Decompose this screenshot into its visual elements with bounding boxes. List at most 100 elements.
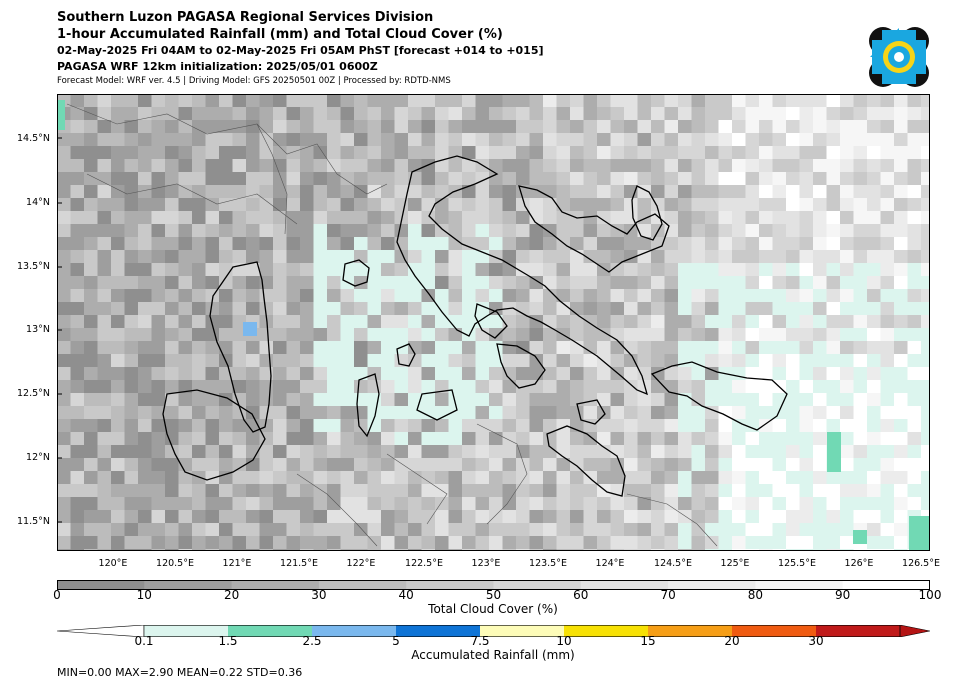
grid-cell <box>205 172 220 186</box>
grid-cell <box>732 471 746 485</box>
grid-cell <box>138 328 152 342</box>
grid-cell <box>367 419 382 433</box>
grid-cell <box>502 237 517 251</box>
grid-cell <box>516 354 530 368</box>
grid-cell <box>394 224 409 238</box>
grid-cell <box>813 419 827 433</box>
rain-extend-low <box>57 625 145 637</box>
grid-cell <box>57 237 71 251</box>
grid-cell <box>678 146 692 160</box>
grid-cell <box>340 328 355 342</box>
grid-cell <box>192 458 206 472</box>
grid-cell <box>489 133 503 147</box>
grid-cell <box>691 198 706 212</box>
grid-cell <box>867 380 881 394</box>
rain-bin <box>480 625 565 637</box>
grid-cell <box>880 406 895 420</box>
grid-cell <box>421 237 436 251</box>
grid-cell <box>556 432 571 446</box>
grid-cell <box>705 198 719 212</box>
grid-cell <box>381 328 395 342</box>
grid-cell <box>705 185 719 199</box>
grid-cell <box>111 133 125 147</box>
grid-cell <box>597 497 611 511</box>
grid-cell <box>354 432 368 446</box>
grid-cell <box>151 445 166 459</box>
grid-cell <box>786 198 800 212</box>
grid-cell <box>367 406 382 420</box>
grid-cell <box>124 302 139 316</box>
grid-cell <box>300 250 314 264</box>
grid-cell <box>583 94 598 108</box>
grid-cell <box>300 536 314 550</box>
grid-cell <box>367 263 382 277</box>
grid-cell <box>583 107 598 121</box>
grid-cell <box>381 159 395 173</box>
grid-cell <box>232 471 247 485</box>
grid-cell <box>718 250 733 264</box>
grid-cell <box>637 120 652 134</box>
grid-cell <box>286 159 301 173</box>
grid-cell <box>556 289 571 303</box>
grid-cell <box>57 380 71 394</box>
grid-cell <box>759 237 773 251</box>
grid-cell <box>786 393 800 407</box>
grid-cell <box>124 172 139 186</box>
grid-cell <box>381 471 395 485</box>
grid-cell <box>853 354 868 368</box>
grid-cell <box>556 458 571 472</box>
grid-cell <box>205 432 220 446</box>
grid-cell <box>462 224 476 238</box>
grid-cell <box>867 185 881 199</box>
grid-cell <box>205 393 220 407</box>
grid-cell <box>111 419 125 433</box>
grid-cell <box>894 133 908 147</box>
grid-cell <box>232 172 247 186</box>
grid-cell <box>178 380 193 394</box>
grid-cell <box>448 198 463 212</box>
grid-cell <box>543 237 557 251</box>
forecast-map <box>57 94 930 551</box>
grid-cell <box>327 302 341 316</box>
grid-cell <box>394 133 409 147</box>
grid-cell <box>907 120 922 134</box>
grid-cell <box>435 510 449 524</box>
grid-cell <box>327 263 341 277</box>
grid-cell <box>651 250 665 264</box>
grid-cell <box>772 94 787 108</box>
grid-cell <box>313 107 328 121</box>
grid-cell <box>705 458 719 472</box>
grid-cell <box>840 380 854 394</box>
grid-cell <box>691 380 706 394</box>
grid-cell <box>354 159 368 173</box>
grid-cell <box>840 159 854 173</box>
grid-cell <box>259 458 274 472</box>
grid-cell <box>84 328 98 342</box>
grid-cell <box>583 367 598 381</box>
map-frame <box>57 94 930 551</box>
grid-cell <box>880 315 895 329</box>
grid-cell <box>907 458 922 472</box>
grid-cell <box>894 198 908 212</box>
grid-cell <box>853 406 868 420</box>
grid-cell <box>421 224 436 238</box>
grid-cell <box>354 523 368 537</box>
grid-cell <box>448 94 463 108</box>
grid-cell <box>124 94 139 108</box>
grid-cell <box>799 289 814 303</box>
grid-cell <box>759 198 773 212</box>
grid-cell <box>70 471 85 485</box>
rain-extend-high <box>899 625 930 637</box>
grid-cell <box>300 120 314 134</box>
grid-cell <box>421 120 436 134</box>
grid-cell <box>408 302 422 316</box>
grid-cell <box>529 172 544 186</box>
grid-cell <box>799 224 814 238</box>
grid-cell <box>246 211 260 225</box>
grid-cell <box>232 380 247 394</box>
grid-cell <box>705 315 719 329</box>
grid-cell <box>192 107 206 121</box>
grid-cell <box>394 523 409 537</box>
grid-cell <box>516 523 530 537</box>
grid-cell <box>691 159 706 173</box>
